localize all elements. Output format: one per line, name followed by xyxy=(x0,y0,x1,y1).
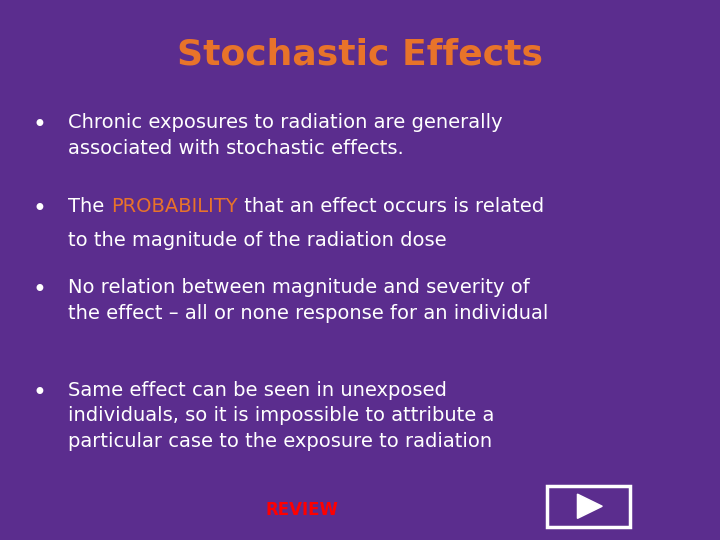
Text: Chronic exposures to radiation are generally
associated with stochastic effects.: Chronic exposures to radiation are gener… xyxy=(68,113,503,158)
Polygon shape xyxy=(577,494,602,518)
Text: Same effect can be seen in unexposed
individuals, so it is impossible to attribu: Same effect can be seen in unexposed ind… xyxy=(68,381,495,451)
Bar xyxy=(547,486,630,526)
Text: to the magnitude of the radiation dose: to the magnitude of the radiation dose xyxy=(68,231,447,249)
Text: •: • xyxy=(32,197,47,221)
Text: The: The xyxy=(68,197,111,216)
Text: •: • xyxy=(32,113,47,137)
Text: •: • xyxy=(32,278,47,302)
Text: No relation between magnitude and severity of
the effect – all or none response : No relation between magnitude and severi… xyxy=(68,278,549,323)
Text: PROBABILITY: PROBABILITY xyxy=(111,197,238,216)
Text: that an effect occurs is related: that an effect occurs is related xyxy=(238,197,544,216)
Text: REVIEW: REVIEW xyxy=(266,501,339,519)
Text: •: • xyxy=(32,381,47,404)
Text: Stochastic Effects: Stochastic Effects xyxy=(177,38,543,72)
